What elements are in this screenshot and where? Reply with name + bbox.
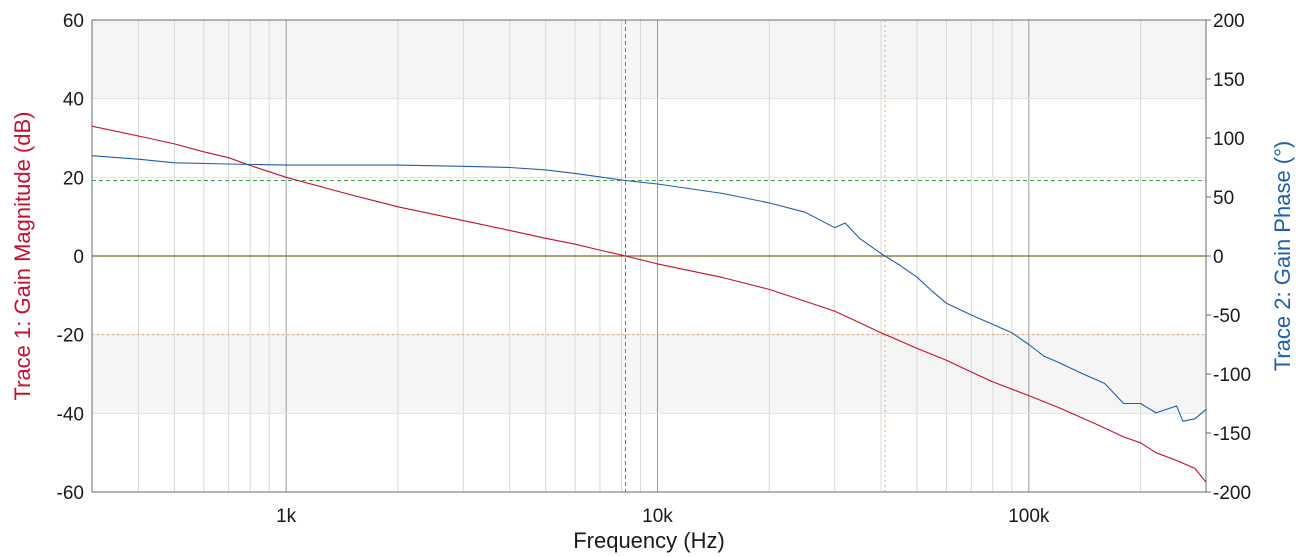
- y-right-tick-labels: 200 150 100 50 0 -50 -100 -150 -200: [1206, 11, 1251, 504]
- y-left-tick-label: 0: [73, 247, 84, 268]
- shaded-band: [92, 334, 1206, 414]
- y-right-tick-label: -50: [1213, 306, 1240, 327]
- x-tick-label: 10k: [642, 506, 673, 527]
- y-right-tick-label: 100: [1213, 129, 1245, 150]
- y-right-tick-label: 150: [1213, 70, 1245, 91]
- y-right-tick-label: 200: [1213, 11, 1245, 32]
- y-left-tick-labels: 60 40 20 0 -20 -40 -60: [57, 11, 84, 504]
- shaded-bands: [92, 20, 1206, 414]
- x-axis-title: Frequency (Hz): [573, 528, 725, 553]
- y-left-tick-label: 40: [63, 90, 84, 111]
- y-left-tick-label: -60: [57, 483, 84, 504]
- traces: [91, 125, 1207, 483]
- x-tick-labels: 1k 10k 100k: [276, 506, 1050, 527]
- trace-1-gain-magnitude: [91, 125, 1207, 483]
- trace-2-gain-phase: [91, 155, 1207, 422]
- y-right-tick-label: -150: [1213, 424, 1251, 445]
- y-right-tick-label: -100: [1213, 365, 1251, 386]
- x-tick-label: 1k: [276, 506, 297, 527]
- y-left-tick-label: -40: [57, 404, 84, 425]
- y-left-axis-title: Trace 1: Gain Magnitude (dB): [10, 112, 35, 401]
- x-tick-label: 100k: [1008, 506, 1050, 527]
- y-left-tick-label: -20: [57, 326, 84, 347]
- y-left-tick-label: 20: [63, 168, 84, 189]
- y-right-tick-label: -200: [1213, 483, 1251, 504]
- y-right-axis-title: Trace 2: Gain Phase (°): [1270, 141, 1295, 372]
- y-left-tick-label: 60: [63, 11, 84, 32]
- shaded-band: [92, 20, 1206, 99]
- y-right-tick-label: 50: [1213, 188, 1234, 209]
- y-right-tick-label: 0: [1213, 247, 1224, 268]
